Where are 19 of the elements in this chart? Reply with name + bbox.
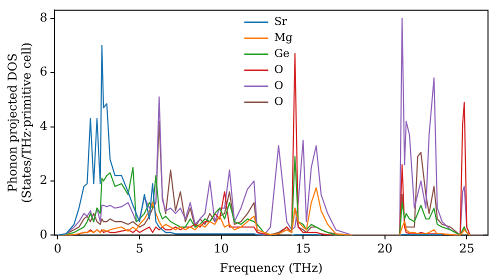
y-tick-label: 6 bbox=[40, 64, 48, 79]
y-axis-title: Phonon projected DOS (States/THz·primitive cell) bbox=[5, 42, 34, 204]
x-axis-title: Frequency (THz) bbox=[220, 260, 323, 275]
y-tick-label: 4 bbox=[40, 118, 48, 133]
y-tick-label: 8 bbox=[40, 10, 48, 24]
legend-label: Mg bbox=[274, 31, 293, 44]
y-tick-label: 0 bbox=[40, 227, 48, 242]
x-tick-label: 10 bbox=[214, 242, 229, 256]
x-tick-label: 25 bbox=[459, 242, 474, 256]
x-tick-label: 15 bbox=[295, 242, 311, 256]
x-tick-label: 0 bbox=[54, 242, 62, 256]
x-tick-label: 20 bbox=[377, 242, 393, 256]
legend-label: Ge bbox=[274, 47, 290, 60]
legend-label: Sr bbox=[274, 15, 288, 28]
x-tick-label: 5 bbox=[136, 242, 144, 256]
legend-label: O bbox=[274, 95, 284, 108]
legend-label: O bbox=[274, 63, 284, 76]
y-tick-label: 2 bbox=[40, 173, 48, 188]
legend-label: O bbox=[274, 79, 284, 92]
